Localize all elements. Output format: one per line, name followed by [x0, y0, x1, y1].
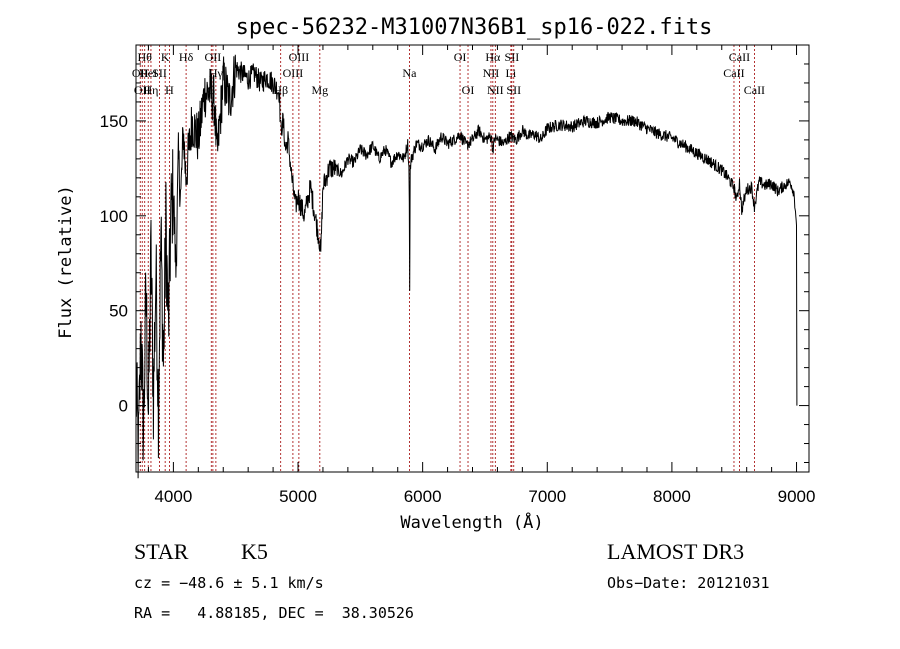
spectral-line-label: OIII [283, 66, 304, 80]
spectral-line-markers [139, 45, 755, 472]
ra-dec-coordinates: RA = 4.88185, DEC = 38.30526 [134, 604, 414, 622]
survey-name: LAMOST DR3 [607, 539, 745, 564]
spectral-line-label: OI [454, 50, 467, 64]
spectral-line-label: HeI [139, 66, 157, 80]
spectrum-series-line [135, 54, 798, 479]
spectral-line-label: SII [506, 83, 521, 97]
spectral-line-label: CaII [723, 66, 744, 80]
spectral-line-label: K [161, 50, 170, 64]
spectral-line-label: Na [402, 66, 417, 80]
spectral-line-label: Hη [143, 83, 158, 97]
spectral-line-label: Mg [311, 83, 328, 97]
spectral-line-label: OIII [289, 50, 310, 64]
spectral-line-label: CaII [744, 83, 765, 97]
x-tick-label: 4000 [154, 487, 192, 506]
x-tick-label: 8000 [653, 487, 691, 506]
plot-frame [135, 44, 810, 473]
object-subclass: K5 [241, 539, 268, 564]
spectral-line-label: OII [134, 83, 151, 97]
spectral-line-label: Hθ [138, 50, 153, 64]
y-tick-label: 100 [100, 207, 128, 226]
x-tick-label: 6000 [404, 487, 442, 506]
x-tick-label: 7000 [528, 487, 566, 506]
spectral-line-label: SII [152, 66, 167, 80]
spectral-line-label: NII [483, 66, 500, 80]
spectral-line-label: SII [505, 50, 520, 64]
spectral-line-label: Hδ [179, 50, 194, 64]
spectral-line-label: Hγ [209, 66, 224, 80]
y-tick-label: 50 [109, 302, 128, 321]
x-tick-label: 9000 [778, 487, 816, 506]
axis-ticks: 4000 5000 6000 7000 8000 9000 0 50 100 150 [100, 45, 816, 506]
spectral-line-label: NII [487, 83, 504, 97]
x-axis-label: Wavelength (Å) [400, 511, 543, 533]
chart-title: spec-56232-M31007N36B1_sp16-022.fits [236, 15, 713, 40]
spectral-line-label: CaII [729, 50, 750, 64]
spectral-line-label: OI [462, 83, 475, 97]
x-tick-label: 5000 [279, 487, 317, 506]
spectral-line-label: H [165, 83, 174, 97]
observation-date: Obs−Date: 20121031 [607, 574, 770, 592]
y-axis-label: Flux (relative) [56, 185, 76, 339]
spectral-line-label: Li [506, 66, 517, 80]
object-class: STAR [134, 539, 189, 564]
redshift-velocity: cz = −48.6 ± 5.1 km/s [134, 574, 324, 592]
y-tick-label: 0 [119, 397, 128, 416]
y-tick-label: 150 [100, 112, 128, 131]
spectral-line-label: OII [205, 50, 222, 64]
spectral-line-label: Hα [485, 50, 501, 64]
